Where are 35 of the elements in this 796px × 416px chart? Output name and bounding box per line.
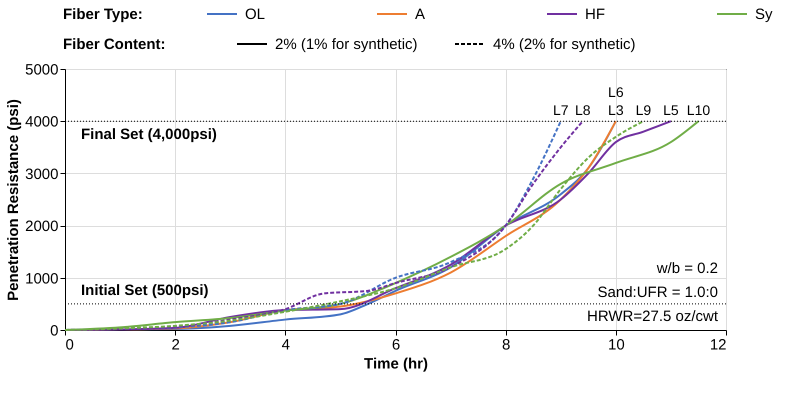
text: Fiber Content:: [63, 36, 166, 53]
y-tick-label: 3000: [25, 166, 58, 183]
ref-line-label: Initial Set (500psi): [81, 282, 209, 299]
x-tick-label: 10: [608, 336, 625, 354]
legend-label: A: [415, 6, 426, 23]
legend-label: Sy: [755, 6, 774, 23]
y-tick-label: 2000: [25, 218, 58, 236]
annotation: L5: [663, 102, 679, 118]
annotation: HRWR=27.5 oz/cwt: [586, 308, 719, 325]
legend-label: OL: [245, 6, 266, 23]
x-tick-label: 12: [710, 336, 726, 354]
ref-line-label: Final Set (4,000psi): [81, 126, 217, 144]
x-tick-label: 4: [282, 336, 290, 354]
annotation: L7: [552, 102, 569, 118]
annotation: Sand:UFR = 1.0:0: [598, 284, 718, 301]
text: 4% (2% for synthetic): [493, 36, 636, 53]
x-axis-title: Time (hr): [364, 356, 428, 372]
x-tick-label: 8: [502, 336, 510, 354]
x-tick-label: 6: [392, 336, 400, 354]
annotation: w/b = 0.2: [656, 260, 718, 277]
y-tick-label: 4000: [25, 114, 58, 131]
y-tick-label: 1000: [25, 270, 58, 288]
annotation: L8: [574, 102, 591, 118]
y-axis-title: Penetration Resistance (psi): [5, 99, 22, 301]
legend-title: Fiber Type:: [63, 6, 143, 23]
x-tick-label: 0: [66, 336, 74, 354]
annotation: L9: [636, 102, 652, 118]
annotation: L6: [608, 84, 624, 100]
y-tick-label: 5000: [25, 62, 58, 78]
text: 2% (1% for synthetic): [275, 36, 418, 53]
annotation: L3: [608, 102, 624, 118]
legend-label: HF: [585, 6, 605, 23]
y-tick-label: 0: [50, 322, 58, 340]
annotation: L10: [686, 102, 710, 118]
x-tick-label: 2: [171, 336, 180, 354]
